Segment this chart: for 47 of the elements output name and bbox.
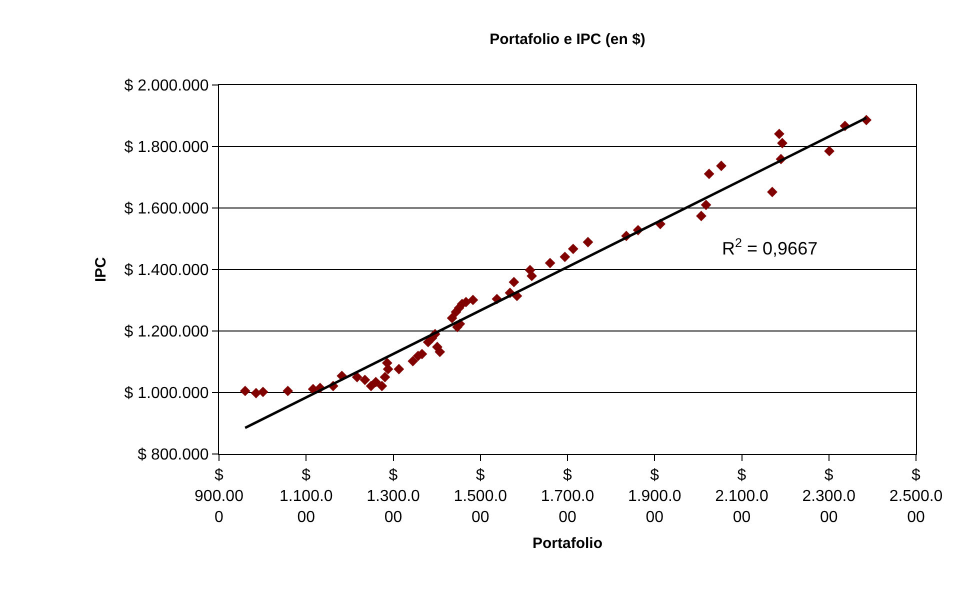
annotation: R$^{2}$ = 0,9667 xyxy=(722,236,818,259)
point xyxy=(240,386,250,396)
point xyxy=(767,186,778,198)
x-tick-label: $ 1.500.000 xyxy=(454,467,508,526)
x-tick-label: $ 2.100.000 xyxy=(715,467,769,526)
y-axis-title: IPC xyxy=(92,256,110,282)
point xyxy=(446,312,458,324)
point xyxy=(408,356,418,366)
point xyxy=(568,244,578,254)
point xyxy=(704,168,714,180)
point xyxy=(716,160,726,172)
point xyxy=(777,138,788,148)
point xyxy=(582,236,594,248)
point xyxy=(824,146,835,156)
chart-title: Portafolio e IPC (en $) xyxy=(490,31,646,48)
y-tick-label: $ 800.000 xyxy=(138,446,209,464)
point xyxy=(434,346,446,358)
point xyxy=(700,200,712,210)
y-tick-label: $ 1.000.000 xyxy=(124,385,209,402)
x-tick-label: $ 900.000 xyxy=(194,467,244,526)
point xyxy=(370,376,382,388)
point xyxy=(544,258,556,268)
x-tick-label: $ 2.500.000 xyxy=(889,467,943,526)
point xyxy=(352,372,362,382)
y-tick-label: $ 1.600.000 xyxy=(124,200,209,218)
point xyxy=(376,380,388,392)
point xyxy=(394,364,404,374)
point xyxy=(380,372,390,382)
point xyxy=(560,252,570,262)
x-tick-label: $ 1.900.000 xyxy=(628,467,682,526)
y-tick-label: $ 2.000.000 xyxy=(124,78,209,95)
x-tick-label: $ 2.300.000 xyxy=(802,467,856,526)
point xyxy=(526,270,537,282)
point xyxy=(468,294,478,306)
point xyxy=(696,210,706,222)
x-tick-label: $ 1.300.000 xyxy=(366,467,420,526)
y-tick-label: $ 1.400.000 xyxy=(124,262,209,280)
point xyxy=(258,386,268,398)
point xyxy=(282,386,294,396)
x-axis-title: Portafolio xyxy=(532,534,602,552)
point xyxy=(508,276,520,288)
x-tick-label: $ 1.700.000 xyxy=(540,467,594,526)
x-tick-label: $ 1.100.000 xyxy=(279,467,333,526)
y-tick-label: $ 1.800.000 xyxy=(124,139,209,156)
point xyxy=(774,128,784,140)
y-tick-label: $ 1.200.000 xyxy=(124,324,209,341)
point xyxy=(360,374,370,386)
